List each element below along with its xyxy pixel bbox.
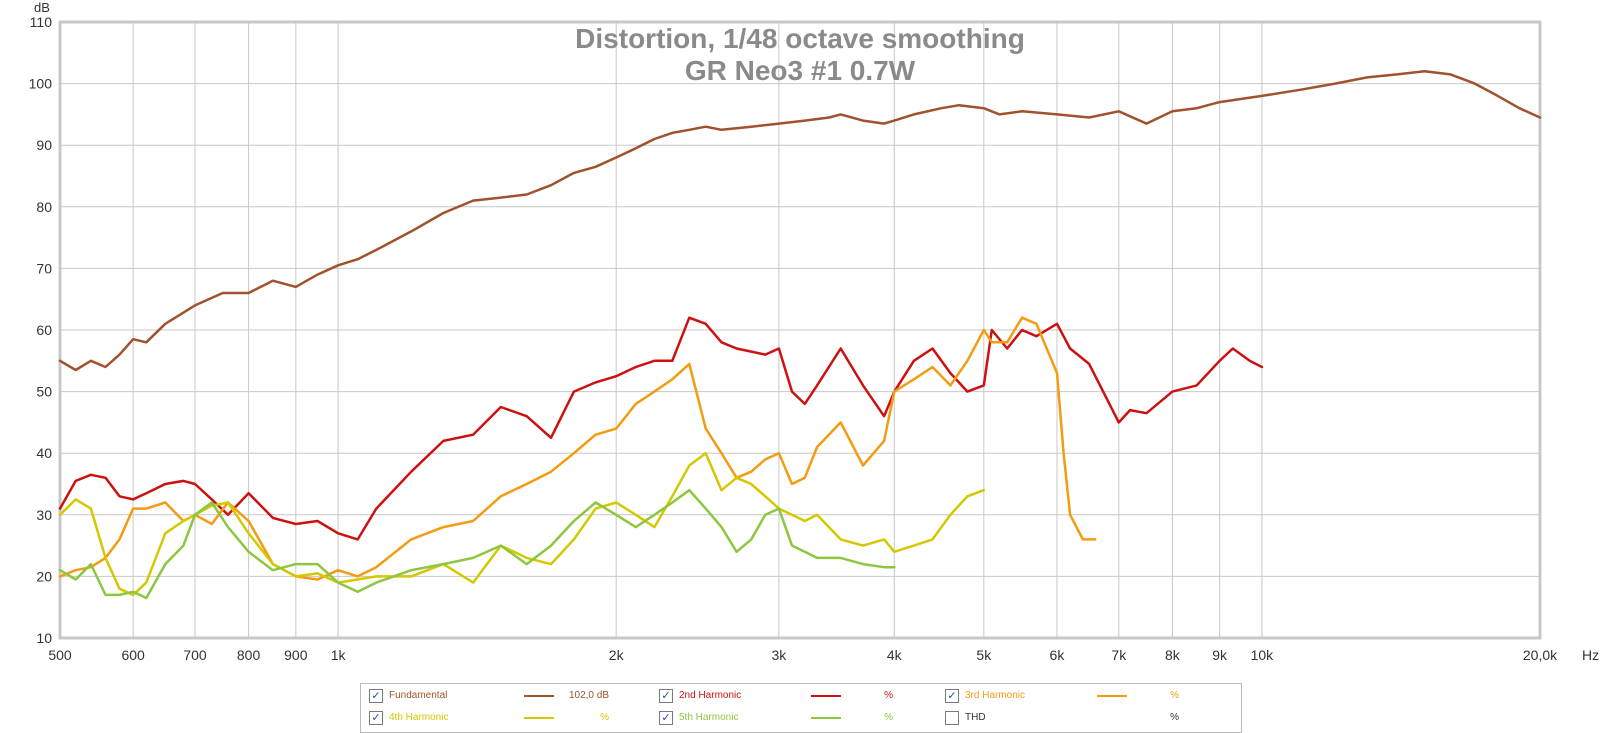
x-tick-label: 2k xyxy=(609,647,625,663)
x-tick-label: 3k xyxy=(771,647,787,663)
y-tick-label: 30 xyxy=(36,507,52,523)
legend-value-4th-harmonic: % xyxy=(600,712,609,723)
thd-checkbox[interactable] xyxy=(945,711,959,725)
5th-harmonic-checkbox[interactable]: ✓ xyxy=(659,711,673,725)
legend-line-4th-harmonic xyxy=(524,717,554,719)
x-tick-label: 1k xyxy=(331,647,347,663)
2nd-harmonic-checkbox[interactable]: ✓ xyxy=(659,689,673,703)
x-tick-label: 900 xyxy=(284,647,308,663)
y-tick-label: 110 xyxy=(30,14,53,30)
legend-label-4th-harmonic: 4th Harmonic xyxy=(389,712,449,723)
legend-panel: ✓ Fundamental 102,0 dB ✓ 2nd Harmonic % … xyxy=(360,683,1242,733)
legend-value-5th-harmonic: % xyxy=(884,712,893,723)
y-tick-label: 70 xyxy=(36,260,52,276)
legend-label-5th-harmonic: 5th Harmonic xyxy=(679,712,739,723)
legend-line-2nd-harmonic xyxy=(811,695,841,697)
x-tick-label: 500 xyxy=(48,647,72,663)
y-tick-label: 20 xyxy=(36,568,52,584)
legend-row-2: ✓ 4th Harmonic % ✓ 5th Harmonic % THD % xyxy=(361,708,1241,728)
chart-subtitle: GR Neo3 #1 0.7W xyxy=(685,55,916,86)
y-tick-label: 80 xyxy=(36,199,52,215)
x-tick-label: 10k xyxy=(1251,647,1275,663)
x-tick-label: 6k xyxy=(1050,647,1066,663)
y-tick-label: 40 xyxy=(36,445,52,461)
x-tick-label: 8k xyxy=(1165,647,1181,663)
legend-line-5th-harmonic xyxy=(811,717,841,719)
y-tick-labels: 10 20 30 40 50 60 70 80 90 100 110 xyxy=(29,14,53,646)
legend-value-2nd-harmonic: % xyxy=(884,690,893,701)
grid-lines xyxy=(59,21,1541,639)
4th-harmonic-checkbox[interactable]: ✓ xyxy=(369,711,383,725)
2nd-harmonic-line xyxy=(58,316,1264,541)
legend-row-1: ✓ Fundamental 102,0 dB ✓ 2nd Harmonic % … xyxy=(361,686,1241,706)
y-tick-label: 90 xyxy=(36,137,52,153)
fundamental-line xyxy=(58,70,1542,372)
legend-value-fundamental: 102,0 dB xyxy=(568,690,609,701)
x-tick-label: 20,0k xyxy=(1523,647,1558,663)
3rd-harmonic-checkbox[interactable]: ✓ xyxy=(945,689,959,703)
y-axis-label: dB xyxy=(34,0,50,15)
3rd-harmonic-line xyxy=(58,316,1097,581)
legend-label-thd: THD xyxy=(965,712,986,723)
legend-label-2nd-harmonic: 2nd Harmonic xyxy=(679,690,742,701)
distortion-chart: 10 20 30 40 50 60 70 80 90 100 110 500 600 700 800 900… xyxy=(29,0,1599,663)
x-tick-label: 700 xyxy=(183,647,207,663)
x-tick-label: 5k xyxy=(976,647,992,663)
fundamental-checkbox[interactable]: ✓ xyxy=(369,689,383,703)
y-tick-label: 100 xyxy=(29,76,53,92)
5th-harmonic-line xyxy=(58,488,896,600)
x-tick-label: 9k xyxy=(1212,647,1228,663)
x-axis-unit: Hz xyxy=(1582,647,1599,663)
legend-value-3rd-harmonic: % xyxy=(1170,690,1179,701)
y-tick-label: 60 xyxy=(36,322,52,338)
legend-label-3rd-harmonic: 3rd Harmonic xyxy=(965,690,1026,701)
4th-harmonic-line xyxy=(58,451,986,597)
legend-label-fundamental: Fundamental xyxy=(389,690,448,701)
x-tick-label: 4k xyxy=(887,647,903,663)
x-tick-label: 600 xyxy=(121,647,145,663)
series-lines xyxy=(58,70,1542,600)
chart-title: Distortion, 1/48 octave smoothing xyxy=(575,23,1025,54)
legend-line-3rd-harmonic xyxy=(1097,695,1127,697)
x-tick-label: 7k xyxy=(1111,647,1127,663)
legend-value-thd: % xyxy=(1170,712,1179,723)
y-tick-label: 10 xyxy=(36,630,52,646)
y-tick-label: 50 xyxy=(36,384,52,400)
x-tick-labels: 500 600 700 800 900 1k 2k 3k 4k 5k 6k 7k 8k 9k 10k 20,0… xyxy=(48,647,1558,663)
x-tick-label: 800 xyxy=(237,647,261,663)
legend-line-fundamental xyxy=(524,695,554,697)
